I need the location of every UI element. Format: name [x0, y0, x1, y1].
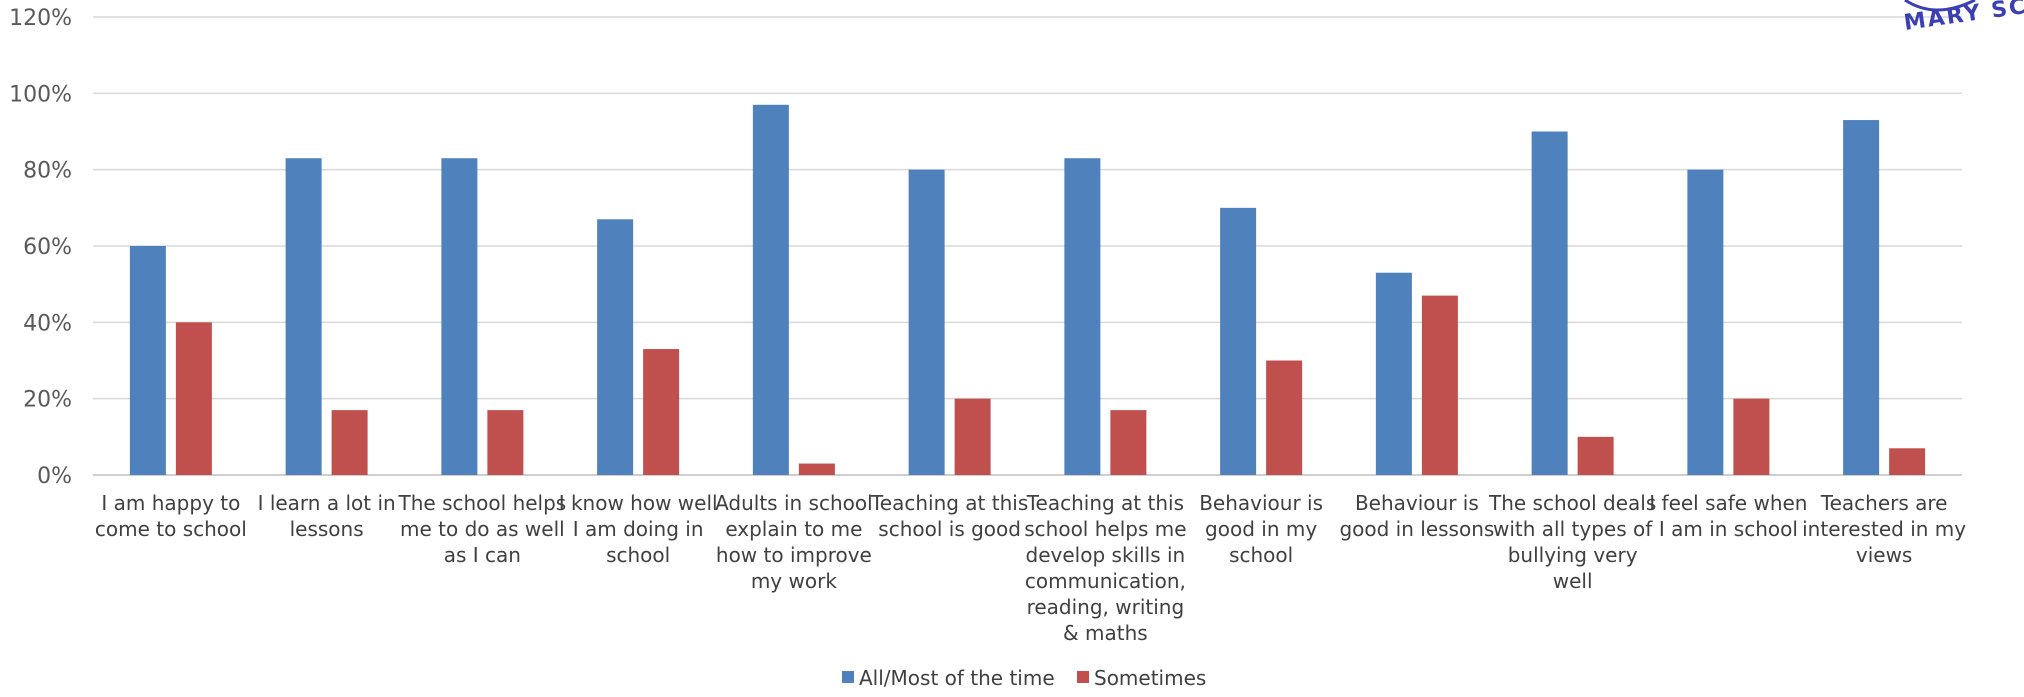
- category-label: Teachers are interested in my views: [1802, 491, 1966, 567]
- bar-sometimes: [331, 410, 368, 475]
- category-label: The school helps me to do as well as I can: [398, 491, 567, 567]
- bar-sometimes: [1421, 295, 1458, 475]
- y-axis-ticks: 0% 20% 40% 60% 80% 100% 120%: [9, 6, 72, 489]
- bar-all-most: [752, 104, 789, 476]
- school-logo: MARY SC: [1902, 0, 2024, 36]
- bar-sometimes: [487, 410, 524, 475]
- category-label: I feel safe when I am in school: [1649, 491, 1807, 541]
- category-label: I learn a lot in lessons: [258, 491, 396, 541]
- bar-all-most: [597, 219, 634, 475]
- bar-sometimes: [175, 322, 212, 475]
- bar-all-most: [1687, 169, 1724, 475]
- bar-sometimes: [643, 349, 680, 475]
- gridlines: [93, 16, 1962, 476]
- bar-all-most: [908, 169, 945, 475]
- bar-sometimes: [798, 463, 835, 475]
- category-label: The school deals with all types of bullyin…: [1488, 491, 1656, 593]
- bar-sometimes: [1577, 436, 1614, 475]
- bar-all-most: [1531, 131, 1568, 475]
- category-label: Adults in school explain to me how to impr…: [715, 491, 873, 593]
- legend-swatch: [1077, 671, 1089, 683]
- logo-text: MARY SC: [1902, 0, 2024, 36]
- legend-swatch: [842, 671, 854, 683]
- bars: [129, 104, 1926, 476]
- legend: All/Most of the time Sometimes: [842, 666, 1206, 690]
- bar-all-most: [1220, 207, 1257, 476]
- category-label: Behaviour is good in my school: [1199, 491, 1323, 567]
- y-tick-label: 60%: [23, 235, 72, 260]
- y-tick-label: 40%: [23, 311, 72, 336]
- category-label: Behaviour is good in lessons: [1339, 491, 1494, 541]
- bar-all-most: [1375, 272, 1412, 475]
- y-tick-label: 120%: [9, 6, 72, 31]
- bar-sometimes: [1110, 410, 1147, 475]
- y-tick-label: 0%: [37, 464, 72, 489]
- bar-all-most: [1843, 120, 1880, 476]
- bar-all-most: [1064, 158, 1101, 475]
- category-label: I am happy to come to school: [95, 491, 247, 541]
- category-label: Teaching at this school helps me develop s…: [1024, 491, 1186, 645]
- category-label: I know how well I am doing in school: [559, 491, 718, 567]
- bar-sometimes: [1266, 360, 1303, 475]
- bar-all-most: [285, 158, 322, 475]
- bar-sometimes: [1733, 398, 1770, 475]
- bar-all-most: [441, 158, 478, 475]
- legend-label: Sometimes: [1094, 666, 1206, 690]
- bar-all-most: [129, 246, 166, 475]
- bar-sometimes: [1889, 448, 1926, 475]
- y-tick-label: 20%: [23, 388, 72, 413]
- y-tick-label: 80%: [23, 159, 72, 184]
- bar-sometimes: [954, 398, 991, 475]
- y-tick-label: 100%: [9, 82, 72, 107]
- category-label: Teaching at this school is good: [870, 491, 1028, 541]
- legend-label: All/Most of the time: [859, 666, 1055, 690]
